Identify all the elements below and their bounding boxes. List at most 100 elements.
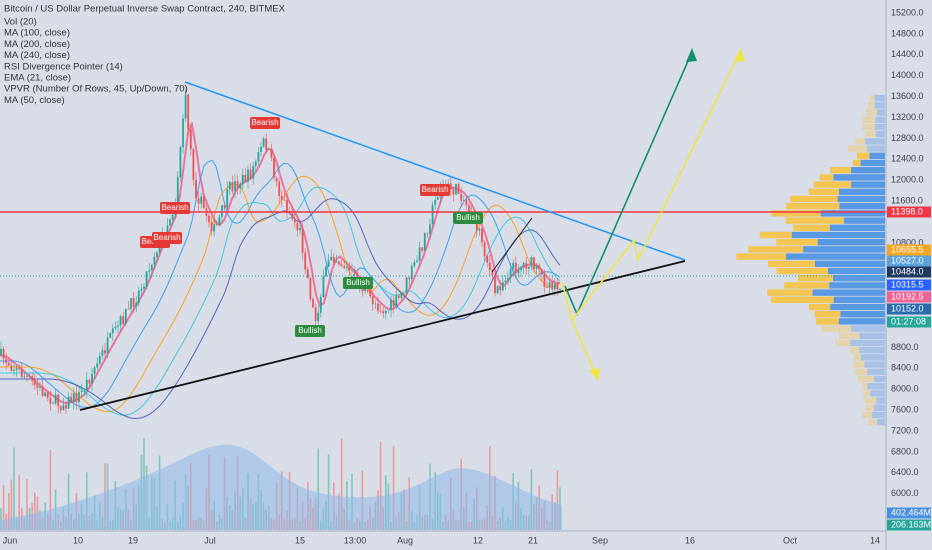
candle-body	[413, 262, 416, 267]
candle-body	[553, 283, 556, 290]
candle-body	[533, 257, 535, 270]
candle-body	[124, 309, 127, 324]
price-tag-label: 10527.0	[891, 255, 924, 265]
candle-body	[265, 138, 268, 150]
volume-bar	[49, 449, 52, 530]
candle-body	[7, 363, 10, 366]
candle-body	[556, 283, 559, 290]
candle-body	[223, 205, 226, 208]
candle-body	[343, 266, 346, 268]
candle-body	[59, 406, 62, 411]
time-label: Oct	[783, 535, 798, 545]
candle-body	[273, 157, 275, 178]
candle-body	[517, 270, 520, 274]
vp-up	[830, 303, 885, 311]
vp-down	[814, 311, 841, 318]
candle-body	[46, 392, 49, 398]
vp-down	[865, 109, 877, 116]
volume-bar	[392, 446, 395, 530]
vp-down	[853, 354, 861, 361]
price-label: 14000.0	[891, 70, 924, 80]
candle-body	[551, 282, 554, 290]
candle-body	[210, 222, 213, 232]
candle-body	[345, 266, 348, 268]
vp-up	[851, 325, 885, 332]
volume-bar	[379, 442, 382, 530]
volume-bar	[34, 492, 36, 530]
candle-body	[202, 196, 205, 209]
arrow-head	[686, 48, 697, 62]
moving-average	[0, 186, 561, 416]
candle-body	[130, 298, 132, 310]
candle-body	[322, 276, 325, 298]
candle-body	[309, 278, 312, 300]
candle-body	[70, 396, 73, 403]
candle-body	[353, 270, 356, 273]
time-label: Jul	[204, 535, 216, 545]
time-label: 14	[870, 535, 880, 545]
candle-body	[13, 369, 15, 371]
candle-body	[270, 148, 273, 158]
vp-down	[865, 131, 876, 138]
candle-body	[132, 298, 135, 307]
candle-body	[228, 182, 231, 190]
candle-body	[296, 222, 299, 231]
vp-down	[861, 383, 868, 390]
candle-body	[317, 312, 320, 322]
vp-down	[797, 275, 833, 282]
candle-body	[364, 288, 366, 292]
time-label: 10	[73, 535, 83, 545]
vp-down	[868, 102, 875, 109]
candle-body	[436, 197, 439, 200]
candle-body	[319, 297, 322, 313]
signal-label: Bearish	[153, 233, 180, 242]
indicator: MA (200, close)	[4, 39, 70, 50]
candle-body	[462, 200, 465, 201]
price-tag	[887, 244, 931, 256]
candle-body	[351, 270, 353, 271]
vp-up	[876, 419, 885, 426]
candle-body	[200, 196, 203, 204]
vp-up	[851, 167, 885, 174]
price-label: 12800.0	[891, 133, 924, 143]
candle-body	[449, 183, 452, 190]
candle-body	[387, 310, 390, 311]
candle-body	[75, 392, 78, 402]
candle-body	[23, 376, 26, 378]
candle-body	[306, 269, 309, 279]
candle-body	[559, 288, 561, 290]
price-label: 7200.0	[891, 425, 919, 435]
price-label: 12000.0	[891, 175, 924, 185]
vp-up	[859, 347, 885, 354]
candle-body	[31, 376, 34, 381]
vp-down	[862, 411, 873, 419]
price-label: 8400.0	[891, 363, 919, 373]
candle-body	[512, 263, 515, 270]
candle-body	[499, 286, 502, 291]
candle-body	[247, 169, 249, 183]
price-label: 10800.0	[891, 237, 924, 247]
price-tag	[887, 291, 931, 303]
vp-up	[874, 102, 885, 109]
candle-body	[395, 295, 398, 307]
vp-up	[864, 361, 885, 368]
candle-body	[457, 184, 460, 194]
vp-down	[819, 174, 834, 181]
candle-body	[392, 299, 395, 307]
candle-body	[522, 262, 525, 267]
candle-body	[293, 218, 296, 223]
vp-up	[820, 210, 885, 217]
legend: Bitcoin / US Dollar Perpetual Inverse Sw…	[4, 4, 286, 106]
candle-body	[410, 266, 413, 280]
vp-up	[872, 411, 885, 419]
candle-body	[260, 146, 262, 152]
indicator: MA (100, close)	[4, 28, 70, 39]
forecast-arrow-yellow-down	[571, 319, 598, 379]
price-label: 12400.0	[891, 154, 924, 164]
candle-body	[384, 310, 387, 314]
candle-body	[348, 266, 351, 271]
candle-body	[83, 390, 86, 392]
candle-body	[491, 270, 494, 276]
candle-body	[262, 138, 265, 147]
vp-up	[791, 231, 885, 239]
